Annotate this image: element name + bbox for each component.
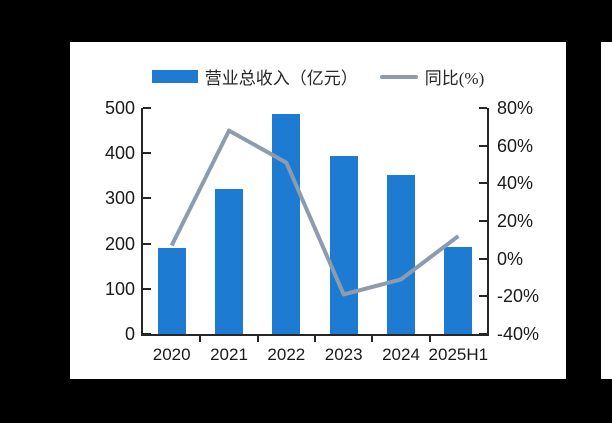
y-axis-right-tick [479, 257, 487, 260]
y-axis-left-label: 300 [104, 188, 135, 209]
y-axis-right-tick [479, 144, 487, 147]
x-axis-tick [428, 336, 431, 342]
y-axis-left-tick [143, 333, 151, 335]
chart-legend: 营业总收入（亿元） 同比(%) [70, 64, 566, 89]
bar-2021 [215, 188, 243, 334]
y-axis-right-label: 20% [497, 211, 534, 231]
adjacent-panel-sliver [601, 42, 612, 379]
x-axis-tick [199, 336, 202, 342]
y-axis-left-label: 500 [104, 98, 135, 118]
y-axis-right-label: 0% [497, 248, 524, 269]
bar-2025H1 [444, 246, 473, 334]
y-axis-right-tick [479, 220, 487, 222]
y-axis-right-tick [479, 107, 487, 109]
y-axis-right-label: 40% [497, 173, 534, 194]
bar-2020 [157, 247, 186, 334]
y-axis-left-label: 0 [124, 324, 135, 344]
x-axis-label: 2020 [152, 345, 191, 364]
y-axis-right-label: 80% [497, 98, 534, 118]
x-axis-label: 2023 [324, 345, 363, 364]
y-axis-left-label: 200 [104, 233, 135, 254]
y-axis-right-label: -40% [497, 324, 540, 344]
bar-2023 [329, 155, 358, 334]
y-axis-right-tick [479, 333, 487, 335]
revenue-bar-swatch-icon [151, 70, 198, 83]
legend-item-yoy: 同比(%) [379, 64, 485, 89]
yoy-line-swatch-icon [379, 74, 418, 79]
y-axis-left-tick [143, 287, 151, 290]
x-axis-label: 2022 [267, 345, 306, 364]
y-axis-right-tick [479, 182, 487, 185]
x-axis-tick [371, 336, 374, 342]
yoy-line [169, 128, 460, 297]
y-axis-left-tick [143, 152, 151, 155]
y-axis-left-label: 100 [104, 278, 135, 299]
x-axis-tick [314, 336, 316, 342]
bar-2022 [272, 113, 301, 334]
bar-2024 [387, 174, 415, 334]
x-axis [141, 334, 489, 336]
y-axis-left-tick [143, 197, 151, 200]
chart-panel: 营业总收入（亿元） 同比(%) 500 400 300 200 100 0 80% 60% 40… [70, 42, 566, 379]
y-axis-right-label: -20% [497, 286, 540, 307]
x-axis-label: 2025H1 [428, 345, 489, 364]
legend-revenue-label: 营业总收入（亿元） [204, 69, 358, 88]
y-axis-left-label: 400 [104, 143, 135, 164]
y-axis-left-tick [143, 107, 151, 109]
legend-item-revenue: 营业总收入（亿元） [151, 64, 358, 89]
y-axis-left [141, 108, 143, 336]
x-axis-label: 2024 [382, 345, 420, 364]
y-axis-right-tick [479, 295, 487, 298]
x-axis-label: 2021 [210, 345, 248, 364]
y-axis-right [487, 108, 489, 336]
legend-yoy-label: 同比(%) [424, 69, 485, 88]
y-axis-left-tick [143, 242, 151, 245]
x-axis-tick [256, 336, 259, 342]
y-axis-right-label: 60% [497, 135, 534, 156]
